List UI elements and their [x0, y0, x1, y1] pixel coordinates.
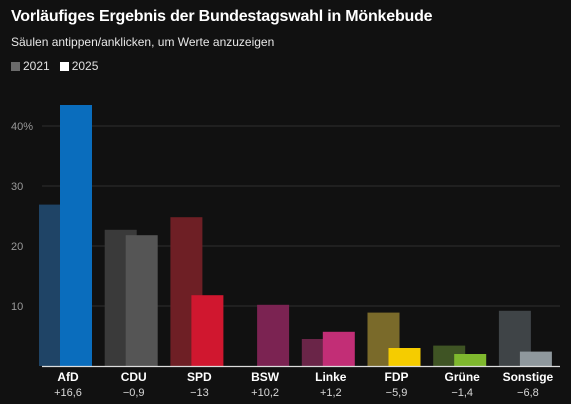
- bar-2025-fdp[interactable]: [388, 348, 421, 366]
- y-tick-label-10: 10: [11, 301, 23, 313]
- x-tick-label-bsw: BSW: [251, 370, 280, 384]
- chart-title: Vorläufiges Ergebnis der Bundestagswahl …: [11, 8, 433, 25]
- chart-subtitle: Säulen antippen/anklicken, um Werte anzu…: [11, 35, 275, 49]
- change-label-linke: +1,2: [320, 387, 342, 399]
- change-label-spd: −13: [190, 387, 209, 399]
- x-tick-label-spd: SPD: [187, 370, 212, 384]
- x-tick-label-linke: Linke: [315, 370, 347, 384]
- bar-2025-cdu[interactable]: [125, 235, 158, 366]
- bar-2025-afd[interactable]: [60, 105, 92, 366]
- legend: 2021 2025: [11, 59, 98, 73]
- x-tick-label-fdp: FDP: [385, 370, 409, 384]
- bar-2025-grüne[interactable]: [454, 354, 487, 366]
- y-tick-label-40: 40%: [11, 121, 33, 133]
- x-tick-label-sonstige: Sonstige: [503, 370, 554, 384]
- change-label-afd: +16,6: [54, 387, 82, 399]
- legend-item-2025[interactable]: 2025: [59, 59, 99, 73]
- legend-item-2021[interactable]: 2021: [11, 59, 50, 73]
- change-label-bsw: +10,2: [251, 387, 279, 399]
- y-tick-label-20: 20: [11, 241, 23, 253]
- x-tick-label-afd: AfD: [57, 370, 79, 384]
- legend-swatch-2025: [59, 61, 69, 71]
- bar-2025-bsw[interactable]: [257, 304, 290, 366]
- legend-swatch-2021: [11, 61, 20, 71]
- bar-2025-sonstige[interactable]: [519, 351, 552, 366]
- x-tick-label-grüne: Grüne: [445, 370, 481, 384]
- legend-label-2025: 2025: [71, 59, 99, 73]
- bar-2025-linke[interactable]: [322, 331, 355, 366]
- change-label-sonstige: −6,8: [517, 387, 539, 399]
- bar-2025-spd[interactable]: [191, 295, 224, 366]
- x-tick-label-cdu: CDU: [121, 370, 147, 384]
- change-label-cdu: −0,9: [123, 387, 145, 399]
- change-label-grüne: −1,4: [451, 387, 473, 399]
- change-label-fdp: −5,9: [386, 387, 408, 399]
- y-tick-label-30: 30: [11, 181, 23, 193]
- legend-label-2021: 2021: [23, 59, 50, 73]
